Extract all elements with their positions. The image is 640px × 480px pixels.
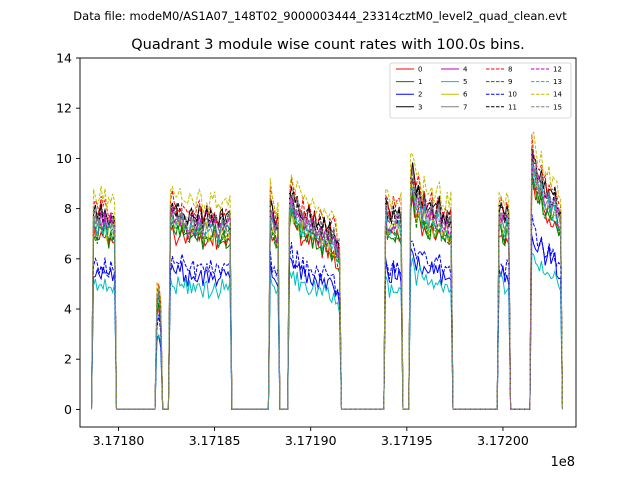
legend-label: 14	[553, 91, 562, 99]
legend-label: 2	[418, 91, 422, 99]
chart-title: Quadrant 3 module wise count rates with …	[131, 37, 525, 53]
x-tick-label: 3.17200	[477, 433, 529, 448]
axes-frame	[79, 57, 577, 428]
x-axis: 3.17180 3.17185 3.17190 3.17195 3.17200	[93, 427, 529, 448]
legend-label: 8	[508, 66, 512, 74]
y-tick-label: 0	[64, 402, 72, 417]
legend-label: 0	[418, 66, 422, 74]
legend-label: 1	[418, 78, 422, 86]
plot-area	[79, 57, 577, 428]
x-tick-label: 3.17185	[189, 433, 241, 448]
x-tick-label: 3.17190	[285, 433, 337, 448]
legend-label: 10	[508, 91, 517, 99]
y-axis: 0 2 4 6 8 10 12 14	[56, 51, 80, 417]
legend-label: 12	[553, 66, 562, 74]
y-tick-label: 6	[64, 251, 72, 266]
x-tick-label: 3.17180	[93, 433, 145, 448]
legend-label: 4	[463, 66, 468, 74]
legend-label: 15	[553, 103, 562, 111]
x-tick-label: 3.17195	[381, 433, 433, 448]
series-line-module-8	[91, 134, 563, 410]
series-layer	[91, 130, 563, 410]
y-tick-label: 2	[64, 352, 72, 367]
y-tick-label: 10	[56, 151, 72, 166]
y-tick-label: 14	[56, 51, 72, 66]
y-tick-label: 8	[64, 201, 72, 216]
legend-label: 6	[463, 91, 468, 99]
legend-label: 7	[463, 103, 467, 111]
data-file-suptitle: Data file: modeM0/AS1A07_148T02_90000034…	[73, 9, 567, 23]
legend-box	[389, 62, 572, 119]
legend-label: 9	[508, 78, 512, 86]
y-tick-label: 12	[56, 101, 72, 116]
series-line-module-15	[91, 158, 563, 410]
legend-label: 5	[463, 78, 467, 86]
legend-label: 13	[553, 78, 562, 86]
legend-label: 11	[508, 103, 517, 111]
x-offset-text: 1e8	[550, 455, 575, 470]
y-tick-label: 4	[64, 302, 72, 317]
legend-label: 3	[418, 103, 422, 111]
